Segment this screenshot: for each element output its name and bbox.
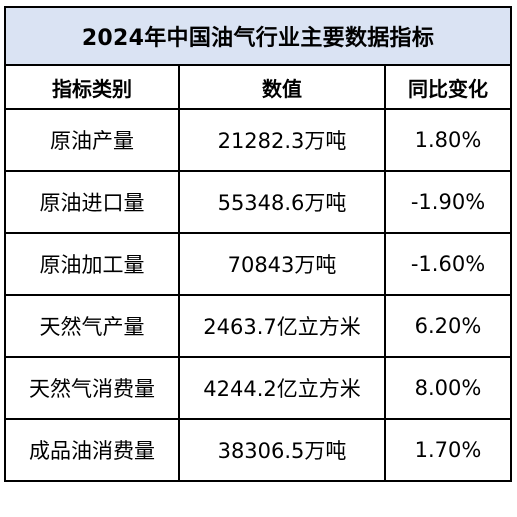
column-header-value: 数值 (178, 64, 386, 110)
table-row: 原油加工量 70843万吨 -1.60% (4, 232, 513, 296)
cell-category: 原油进口量 (4, 170, 180, 234)
data-table: 2024年中国油气行业主要数据指标 指标类别 数值 同比变化 原油产量 2128… (3, 6, 513, 482)
title-row: 2024年中国油气行业主要数据指标 (3, 6, 513, 66)
cell-change: -1.60% (383, 232, 513, 296)
cell-category: 成品油消费量 (4, 418, 180, 482)
table-row: 原油进口量 55348.6万吨 -1.90% (4, 170, 513, 234)
table-title: 2024年中国油气行业主要数据指标 (3, 6, 513, 66)
cell-value: 55348.6万吨 (178, 170, 386, 234)
cell-change: 1.70% (383, 418, 513, 482)
cell-value: 38306.5万吨 (178, 418, 386, 482)
column-header-change: 同比变化 (383, 64, 513, 110)
header-row: 指标类别 数值 同比变化 (4, 64, 513, 110)
cell-category: 原油加工量 (4, 232, 180, 296)
cell-value: 21282.3万吨 (178, 108, 386, 172)
table-row: 天然气消费量 4244.2亿立方米 8.00% (4, 356, 513, 420)
cell-category: 原油产量 (4, 108, 180, 172)
cell-change: 1.80% (383, 108, 513, 172)
table-row: 原油产量 21282.3万吨 1.80% (4, 108, 513, 172)
cell-value: 4244.2亿立方米 (178, 356, 386, 420)
cell-change: 8.00% (383, 356, 513, 420)
cell-category: 天然气产量 (4, 294, 180, 358)
column-header-category: 指标类别 (4, 64, 180, 110)
table-row: 成品油消费量 38306.5万吨 1.70% (4, 418, 513, 482)
cell-value: 2463.7亿立方米 (178, 294, 386, 358)
cell-category: 天然气消费量 (4, 356, 180, 420)
cell-change: -1.90% (383, 170, 513, 234)
cell-change: 6.20% (383, 294, 513, 358)
cell-value: 70843万吨 (178, 232, 386, 296)
table-row: 天然气产量 2463.7亿立方米 6.20% (4, 294, 513, 358)
